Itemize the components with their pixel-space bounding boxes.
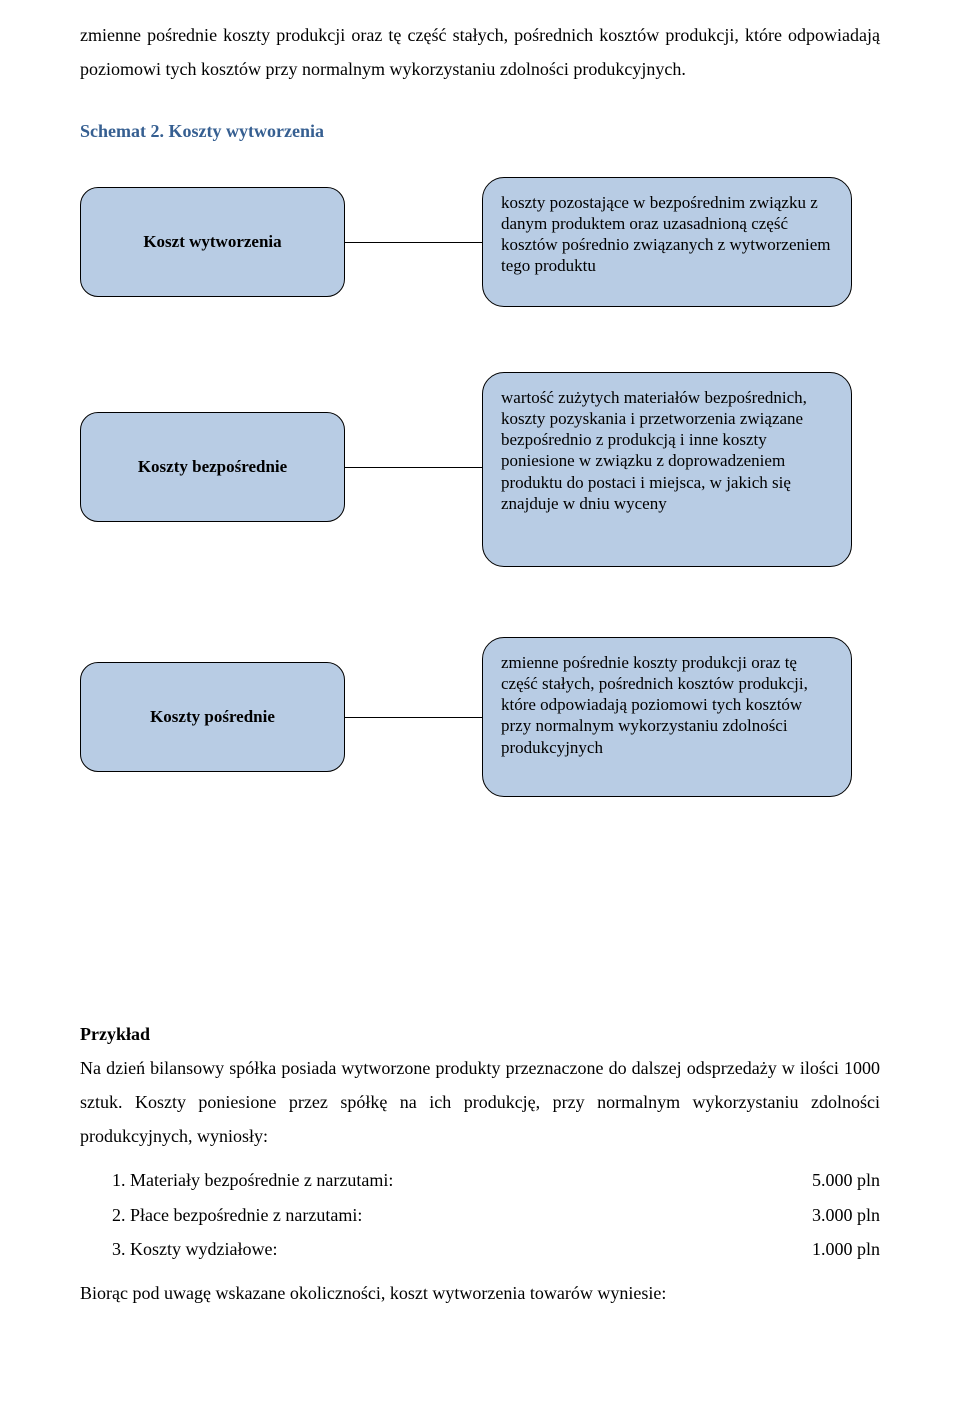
diagram-connector (345, 467, 482, 468)
list-item-label: 3. Koszty wydziałowe: (112, 1232, 277, 1266)
diagram-label-text: Koszty bezpośrednie (138, 456, 287, 477)
diagram-connector (345, 717, 482, 718)
list-item: 3. Koszty wydziałowe: 1.000 pln (112, 1232, 880, 1266)
diagram-desc-box: zmienne pośrednie koszty produkcji oraz … (482, 637, 852, 797)
diagram-canvas: Koszt wytworzenia koszty pozostające w be… (80, 177, 880, 917)
diagram-desc-text: wartość zużytych materiałów bezpośrednic… (501, 388, 807, 513)
example-paragraph: Na dzień bilansowy spółka posiada wytwor… (80, 1051, 880, 1154)
diagram-label-box: Koszty bezpośrednie (80, 412, 345, 522)
intro-paragraph: zmienne pośrednie koszty produkcji oraz … (80, 18, 880, 86)
diagram-desc-text: koszty pozostające w bezpośrednim związk… (501, 193, 831, 276)
section-heading: Schemat 2. Koszty wytworzenia (80, 114, 880, 148)
list-item-label: 2. Płace bezpośrednie z narzutami: (112, 1198, 362, 1232)
diagram-desc-box: koszty pozostające w bezpośrednim związk… (482, 177, 852, 307)
diagram-label-box: Koszt wytworzenia (80, 187, 345, 297)
list-item-value: 3.000 pln (792, 1198, 880, 1232)
list-item-value: 1.000 pln (792, 1232, 880, 1266)
list-item-value: 5.000 pln (792, 1163, 880, 1197)
example-title: Przykład (80, 1017, 880, 1051)
diagram-label-text: Koszty pośrednie (150, 706, 275, 727)
diagram-connector (345, 242, 482, 243)
example-footer: Biorąc pod uwagę wskazane okoliczności, … (80, 1276, 880, 1310)
diagram-desc-text: zmienne pośrednie koszty produkcji oraz … (501, 653, 808, 757)
diagram-label-text: Koszt wytworzenia (143, 231, 281, 252)
list-item-label: 1. Materiały bezpośrednie z narzutami: (112, 1163, 393, 1197)
example-list: 1. Materiały bezpośrednie z narzutami: 5.… (80, 1163, 880, 1266)
diagram-desc-box: wartość zużytych materiałów bezpośrednic… (482, 372, 852, 567)
diagram-label-box: Koszty pośrednie (80, 662, 345, 772)
page: zmienne pośrednie koszty produkcji oraz … (0, 0, 960, 1350)
list-item: 2. Płace bezpośrednie z narzutami: 3.000 … (112, 1198, 880, 1232)
list-item: 1. Materiały bezpośrednie z narzutami: 5.… (112, 1163, 880, 1197)
